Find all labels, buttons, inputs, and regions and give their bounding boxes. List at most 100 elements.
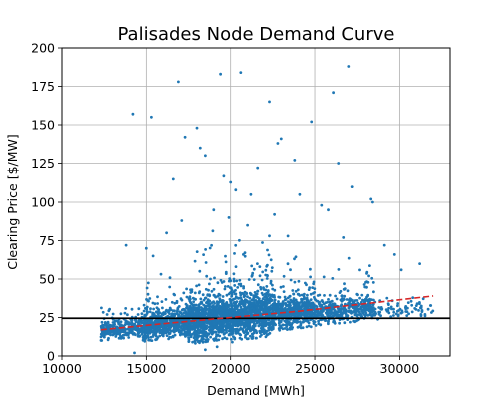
scatter-point — [423, 313, 427, 316]
y-tick-label: 75 — [39, 233, 55, 248]
scatter-point — [290, 327, 294, 331]
scatter-point — [406, 306, 409, 310]
scatter-point — [279, 305, 282, 309]
scatter-point — [164, 298, 168, 301]
scatter-point — [230, 303, 234, 307]
y-axis-label: Clearing Price [$/MW] — [5, 134, 20, 270]
x-tick-label: 25000 — [295, 361, 335, 376]
scatter-point — [238, 332, 242, 336]
scatter-point-outlier — [369, 197, 373, 201]
y-tick-label: 125 — [31, 156, 55, 171]
scatter-point — [148, 297, 152, 300]
scatter-point-outlier — [337, 162, 341, 165]
scatter-point — [365, 272, 368, 275]
scatter-point — [212, 337, 216, 341]
scatter-point — [327, 320, 330, 324]
scatter-point — [218, 312, 221, 315]
scatter-point — [115, 319, 118, 323]
scatter-point — [343, 282, 346, 286]
scatter-point — [293, 308, 296, 311]
scatter-point — [250, 264, 254, 268]
scatter-point — [235, 279, 239, 283]
scatter-point — [340, 299, 344, 303]
scatter-point — [157, 313, 160, 316]
scatter-point — [168, 335, 172, 339]
scatter-point — [217, 302, 220, 306]
scatter-point — [180, 324, 184, 327]
scatter-point — [223, 336, 227, 339]
scatter-point — [215, 338, 219, 342]
scatter-point — [199, 326, 203, 330]
scatter-point-outlier — [234, 188, 238, 192]
scatter-point — [160, 329, 164, 333]
scatter-point-outlier — [229, 180, 233, 184]
scatter-point — [165, 319, 168, 322]
scatter-point — [145, 312, 149, 315]
scatter-point — [206, 332, 210, 336]
scatter-point — [368, 313, 372, 317]
scatter-point — [242, 253, 245, 256]
scatter-point — [258, 331, 262, 335]
scatter-point — [161, 313, 165, 316]
scatter-point — [209, 323, 213, 327]
scatter-point — [155, 328, 159, 332]
scatter-point-outlier — [231, 340, 234, 344]
scatter-point-outlier — [286, 234, 290, 238]
scatter-point — [201, 332, 205, 335]
scatter-point — [153, 333, 157, 336]
scatter-point — [339, 289, 343, 293]
scatter-point — [176, 325, 180, 328]
scatter-point — [387, 303, 390, 306]
scatter-point — [200, 321, 204, 325]
scatter-point — [285, 315, 289, 318]
scatter-point — [252, 296, 256, 300]
scatter-point — [119, 312, 123, 316]
scatter-point — [134, 318, 138, 322]
scatter-point — [308, 301, 311, 305]
scatter-point — [268, 315, 272, 318]
scatter-point-outlier — [195, 126, 199, 130]
scatter-point — [189, 300, 192, 304]
scatter-point — [387, 311, 391, 315]
scatter-point — [219, 325, 223, 329]
scatter-point — [208, 320, 212, 324]
scatter-point — [115, 325, 118, 329]
scatter-point — [418, 302, 421, 306]
scatter-point — [345, 298, 349, 301]
scatter-point — [137, 307, 141, 311]
scatter-point — [201, 307, 205, 310]
x-axis: 10000 15000 20000 25000 30000 — [42, 356, 419, 376]
scatter-point — [362, 308, 366, 312]
scatter-point — [206, 293, 210, 297]
scatter-point — [355, 292, 359, 296]
scatter-point — [203, 296, 207, 300]
scatter-point — [215, 319, 219, 323]
scatter-point — [184, 331, 188, 335]
scatter-point — [231, 327, 235, 331]
scatter-point — [310, 303, 314, 306]
scatter-point — [288, 295, 292, 298]
scatter-point — [264, 268, 268, 272]
scatter-point — [247, 302, 251, 305]
scatter-point-outlier — [256, 166, 260, 170]
scatter-point — [261, 293, 265, 297]
scatter-point — [167, 327, 171, 331]
scatter-point-outlier — [392, 253, 396, 256]
scatter-point — [314, 304, 318, 308]
scatter-point — [378, 310, 382, 314]
scatter-point — [256, 289, 260, 293]
scatter-point — [239, 321, 242, 324]
scatter-point-outlier — [371, 200, 374, 204]
scatter-point — [142, 325, 145, 328]
scatter-point — [221, 302, 224, 305]
scatter-point — [292, 297, 296, 300]
scatter-point — [296, 320, 300, 324]
scatter-point — [142, 335, 146, 338]
scatter-point — [168, 285, 172, 289]
scatter-point — [233, 252, 236, 255]
scatter-point — [156, 295, 159, 299]
scatter-point — [289, 268, 292, 272]
scatter-point — [209, 335, 213, 339]
scatter-point — [356, 309, 359, 313]
scatter-point — [238, 300, 242, 304]
